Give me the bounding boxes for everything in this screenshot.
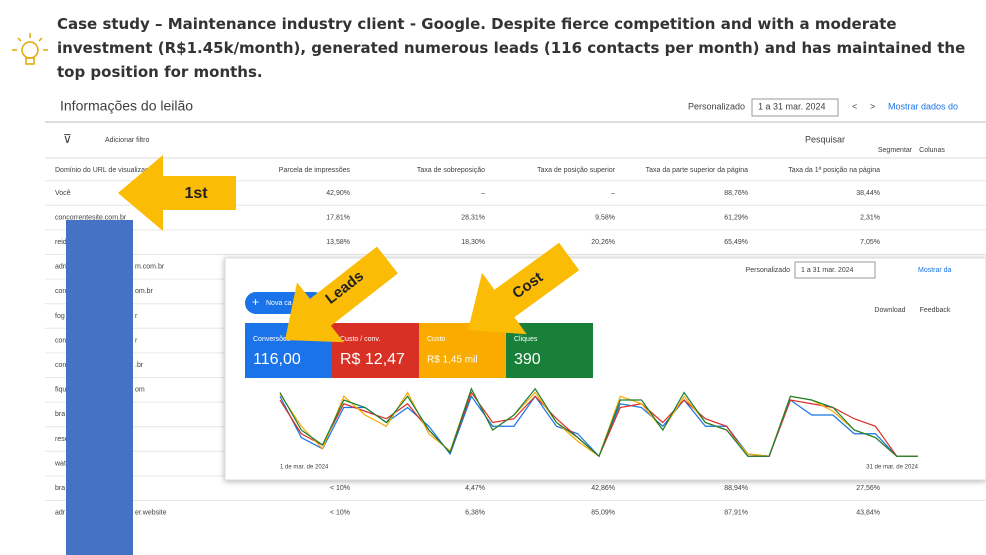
column-header: Taxa da parte superior da página (646, 167, 748, 174)
x-start: 1 de mar. de 2024 (280, 465, 329, 471)
cell: 7,05% (860, 239, 880, 246)
period-box (794, 261, 876, 279)
domain: concorrentesite.com.br (55, 214, 127, 221)
cell: 20,26% (591, 239, 615, 246)
cell: 9,58% (595, 214, 615, 221)
cell: < 10% (330, 510, 350, 517)
segment[interactable]: Segmentar (878, 147, 913, 154)
column-header: Parcela de impressões (279, 167, 351, 174)
metric-label: Conversões (253, 336, 291, 343)
cell: 42,90% (326, 190, 350, 197)
cell: 87,91% (724, 510, 748, 517)
period-mode[interactable]: Personalizado (746, 267, 790, 274)
cell: 85,09% (591, 510, 615, 517)
cell: 65,49% (724, 239, 748, 246)
domain: wat (54, 460, 66, 467)
domain: om.br (135, 288, 154, 295)
column-header: Taxa da 1ª posição na página (788, 167, 880, 174)
show-data[interactable]: Mostrar dados do (888, 101, 958, 111)
cell: 27,56% (856, 485, 880, 492)
cell: 6,38% (465, 510, 485, 517)
domain: reid (55, 239, 67, 246)
period[interactable]: 1 a 31 mar. 2024 (758, 101, 826, 111)
cell: – (611, 190, 615, 197)
column-header: Taxa de posição superior (537, 167, 615, 174)
domain: adr (55, 510, 66, 517)
series-line (279, 387, 918, 458)
cell: – (481, 190, 485, 197)
show-data: Mostrar da (918, 267, 952, 274)
filter-icon[interactable]: ⊽ (63, 132, 72, 146)
metric-value: R$ 1,45 mil (427, 355, 478, 366)
x-end: 31 de mar. de 2024 (866, 465, 918, 471)
cell: < 10% (330, 485, 350, 492)
domain: con (55, 337, 66, 344)
metric-value: 116,00 (253, 351, 301, 368)
caption: Case study – Maintenance industry client… (57, 15, 966, 81)
cell: 13,58% (326, 239, 350, 246)
add-filter[interactable]: Adicionar filtro (105, 137, 149, 144)
metric-value: R$ 12,47 (340, 351, 405, 368)
domain: bra (55, 485, 65, 492)
cell: 18,30% (461, 239, 485, 246)
metric-card (332, 323, 419, 378)
period-box[interactable] (751, 98, 839, 117)
domain: fog (55, 313, 65, 320)
download: Download (874, 307, 905, 314)
search[interactable]: Pesquisar (805, 134, 845, 144)
arrow-shape (468, 242, 580, 335)
first-arrow (118, 155, 236, 231)
domain: Você (55, 190, 71, 197)
domain: con (55, 288, 66, 295)
domain: om (135, 387, 145, 394)
arrow-shape (118, 155, 236, 231)
columns[interactable]: Colunas (919, 147, 945, 154)
cost-arrow (468, 242, 580, 335)
cell: 17,81% (326, 214, 350, 221)
next[interactable]: > (870, 101, 875, 111)
bulb-icon (12, 33, 48, 65)
metric-label: Cliques (514, 336, 538, 343)
arrow-label: 1st (184, 185, 208, 202)
cell: 4,47% (465, 485, 485, 492)
domain: con (55, 362, 66, 369)
screenshot: Informações do leilão Personalizado 1 a … (45, 98, 986, 159)
prev[interactable]: < (852, 101, 857, 111)
domain: adri (55, 264, 67, 271)
leads-arrow (285, 246, 398, 343)
arrow-shape (285, 246, 398, 343)
metric-value: 390 (514, 351, 541, 368)
domain: rese (55, 436, 69, 443)
cell: 88,94% (724, 485, 748, 492)
domain: er.website (135, 510, 167, 517)
domain: fiqu (55, 387, 66, 394)
plus: + (252, 295, 259, 309)
cell: 88,76% (724, 190, 748, 197)
domain: .br (135, 362, 144, 369)
metric-label: Custo / conv. (340, 336, 380, 343)
domain: r (135, 337, 138, 344)
cell: 2,31% (860, 214, 880, 221)
metric-card (419, 323, 506, 378)
domain: r (135, 313, 138, 320)
new-button-label: Nova ca (266, 300, 292, 307)
cell: 61,29% (724, 214, 748, 221)
domain: bra (55, 411, 65, 418)
cell: 42,86% (591, 485, 615, 492)
feedback: Feedback (920, 307, 951, 314)
cell: 43,84% (856, 510, 880, 517)
cell: 28,31% (461, 214, 485, 221)
domain: m.com.br (135, 264, 165, 271)
metric-label: Custo (427, 336, 445, 343)
period: 1 a 31 mar. 2024 (801, 267, 854, 274)
cover-block (66, 220, 133, 555)
cell: 38,44% (856, 190, 880, 197)
column-header: Taxa de sobreposição (417, 167, 485, 174)
report-title: Informações do leilão (60, 98, 193, 114)
period-mode[interactable]: Personalizado (688, 101, 745, 111)
column-header: Domínio do URL de visualização (55, 167, 156, 174)
